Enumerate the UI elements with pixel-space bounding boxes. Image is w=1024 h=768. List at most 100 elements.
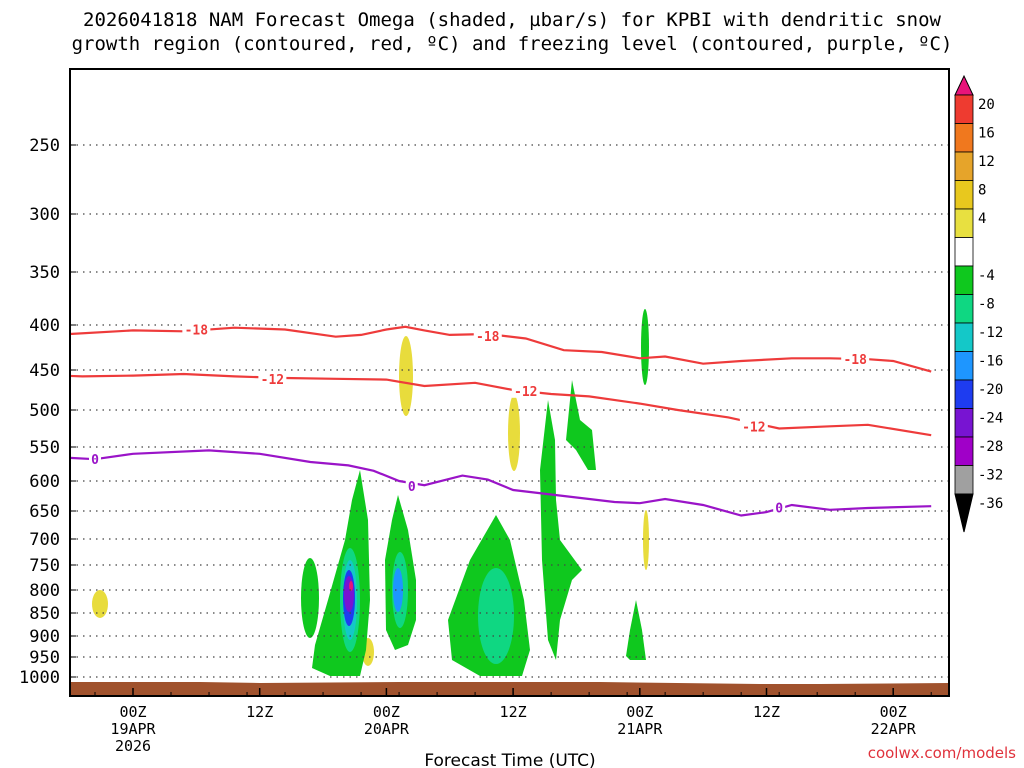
colorbar-segment bbox=[954, 351, 974, 381]
site-credit: coolwx.com/models bbox=[867, 744, 1016, 762]
y-tick-label: 300 bbox=[29, 205, 60, 225]
omega-positive-patch bbox=[92, 590, 108, 618]
omega-negative-area bbox=[641, 309, 649, 385]
colorbar-label: -4 bbox=[978, 268, 995, 284]
colorbar-segment bbox=[954, 379, 974, 409]
y-tick-label: 1000 bbox=[19, 668, 60, 688]
y-tick-label: 400 bbox=[29, 316, 60, 336]
colorbar-top-arrow bbox=[954, 74, 974, 96]
colorbar-label: 16 bbox=[978, 125, 995, 141]
isotherm-label: -12 bbox=[261, 373, 284, 388]
colorbar-label: 4 bbox=[978, 211, 986, 227]
isotherm-label-bg bbox=[182, 321, 211, 337]
omega-core bbox=[344, 576, 354, 612]
omega-core bbox=[349, 581, 353, 591]
ground-strip bbox=[70, 682, 949, 696]
x-tick-label: 00Z bbox=[119, 703, 146, 721]
colorbar-segment bbox=[954, 123, 974, 153]
x-tick-label: 12Z bbox=[246, 703, 273, 721]
omega-positive-patch bbox=[508, 395, 520, 471]
y-tick-label: 250 bbox=[29, 136, 60, 156]
isotherm-label: -12 bbox=[514, 385, 537, 400]
isotherm-line bbox=[70, 449, 932, 517]
colorbar-segment bbox=[954, 151, 974, 181]
x-tick-label: 20APR bbox=[364, 720, 410, 738]
colorbar-label: 20 bbox=[978, 97, 995, 113]
isotherm-label: -18 bbox=[185, 324, 209, 339]
colorbar-label: -16 bbox=[978, 353, 1003, 369]
isotherm-label: 0 bbox=[91, 453, 99, 468]
x-tick-label: 12Z bbox=[500, 703, 527, 721]
colorbar-label: -20 bbox=[978, 382, 1003, 398]
chart-title-line2: growth region (contoured, red, ºC) and f… bbox=[71, 33, 953, 55]
isotherm-label-bg bbox=[841, 351, 870, 367]
chart-title-line1: 2026041818 NAM Forecast Omega (shaded, µ… bbox=[83, 9, 941, 31]
ground-surface bbox=[70, 682, 949, 696]
omega-shading bbox=[92, 309, 649, 676]
y-tick-label: 550 bbox=[29, 438, 60, 458]
omega-negative-area bbox=[626, 600, 646, 660]
colorbar: 20 16 12 8 4 -4 -8 -12 -16 -20 -24 -28 -32 -36 bbox=[954, 74, 1003, 533]
isotherm-label: 0 bbox=[408, 480, 416, 495]
isotherm-line bbox=[70, 372, 932, 437]
colorbar-label: -32 bbox=[978, 467, 1003, 483]
y-tick-label: 700 bbox=[29, 530, 60, 550]
x-tick-label: 2026 bbox=[115, 737, 151, 755]
colorbar-segment bbox=[954, 322, 974, 352]
y-tick-label: 600 bbox=[29, 472, 60, 492]
colorbar-segment bbox=[954, 465, 974, 495]
y-tick-label: 350 bbox=[29, 263, 60, 283]
colorbar-bottom-arrow bbox=[954, 493, 974, 533]
colorbar-segment bbox=[954, 237, 974, 267]
omega-positive-patch bbox=[643, 510, 649, 570]
isotherm-label-bg bbox=[258, 370, 287, 386]
isotherm-label-bg bbox=[405, 477, 418, 493]
isotherm-label-bg bbox=[739, 418, 768, 434]
colorbar-label: -36 bbox=[978, 496, 1003, 512]
y-tick-label: 900 bbox=[29, 627, 60, 647]
y-tick-label: 850 bbox=[29, 604, 60, 624]
omega-negative-area bbox=[312, 470, 370, 676]
omega-negative-area bbox=[540, 400, 582, 660]
colorbar-label: 12 bbox=[978, 154, 995, 170]
colorbar-label: -12 bbox=[978, 325, 1003, 341]
x-tick-label: 22APR bbox=[871, 720, 917, 738]
colorbar-label: -28 bbox=[978, 439, 1003, 455]
colorbar-segment bbox=[954, 208, 974, 238]
colorbar-label: 8 bbox=[978, 182, 986, 198]
isotherm-label-bg bbox=[473, 327, 502, 343]
omega-positive-patch bbox=[399, 336, 413, 416]
y-tick-label: 650 bbox=[29, 502, 60, 522]
colorbar-segment bbox=[954, 265, 974, 295]
x-tick-label: 12Z bbox=[753, 703, 780, 721]
isotherm-label: -12 bbox=[742, 420, 765, 435]
y-tick-label: 500 bbox=[29, 401, 60, 421]
x-tick-label: 00Z bbox=[373, 703, 400, 721]
isotherm-label-bg bbox=[511, 382, 540, 398]
plot-frame bbox=[69, 68, 950, 697]
colorbar-segment bbox=[954, 94, 974, 124]
temperature-contours: -18 -18 -18 -12 -12 -12 0 0 0 bbox=[70, 321, 932, 517]
y-axis: 250 300 350 400 450 500 550 600 650 700 750 800 850 9… bbox=[19, 136, 76, 688]
omega-core bbox=[478, 568, 514, 664]
x-tick-label: 00Z bbox=[880, 703, 907, 721]
y-tick-label: 950 bbox=[29, 648, 60, 668]
x-tick-label: 21APR bbox=[617, 720, 663, 738]
omega-negative-area bbox=[301, 558, 319, 638]
isotherm-label-bg bbox=[88, 451, 101, 467]
x-axis-title: Forecast Time (UTC) bbox=[424, 751, 595, 768]
y-tick-label: 800 bbox=[29, 581, 60, 601]
omega-negative-area bbox=[566, 380, 596, 470]
isotherm-label: 0 bbox=[775, 501, 783, 516]
y-tick-label: 750 bbox=[29, 556, 60, 576]
isotherm-label: -18 bbox=[843, 353, 867, 368]
colorbar-segment bbox=[954, 294, 974, 324]
colorbar-segment bbox=[954, 436, 974, 466]
colorbar-label: -8 bbox=[978, 296, 995, 312]
isotherm-label: -18 bbox=[476, 330, 500, 345]
isotherm-label-bg bbox=[773, 499, 786, 515]
colorbar-segment bbox=[954, 408, 974, 438]
colorbar-label: -24 bbox=[978, 410, 1003, 426]
omega-core bbox=[393, 568, 403, 612]
